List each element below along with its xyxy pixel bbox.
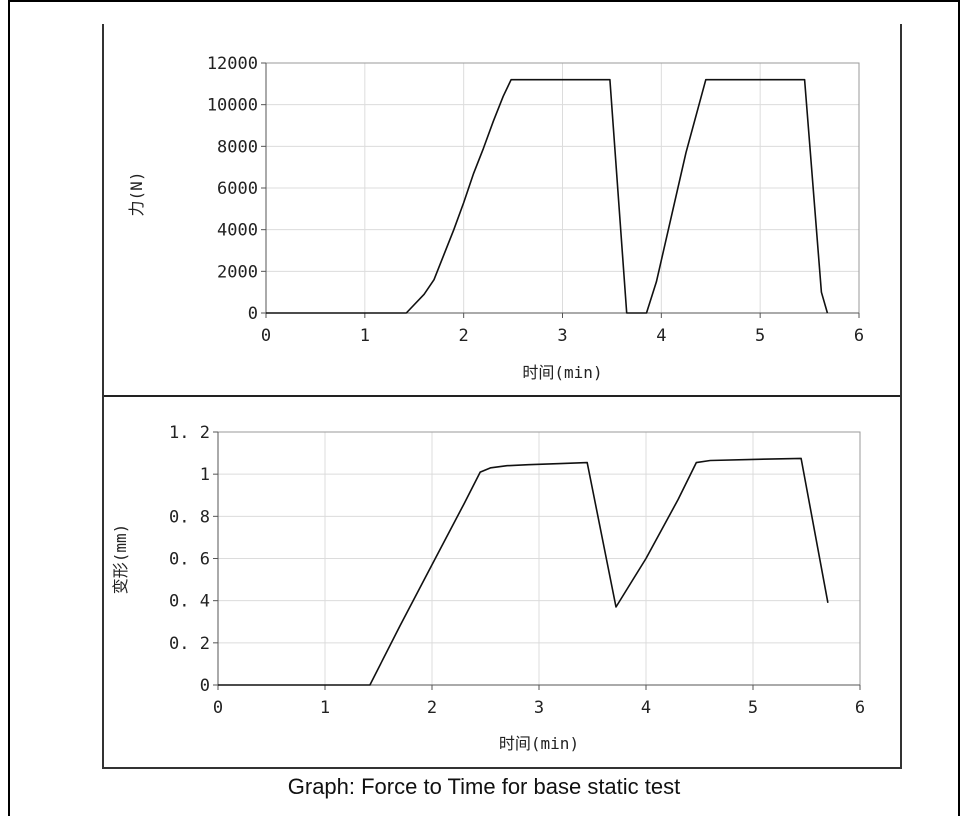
- y-tick-label: 2000: [217, 262, 258, 282]
- x-tick-label: 2: [459, 326, 469, 346]
- force-time-chart: 0 2000 4000 6000 8000 10000 12000 0 1 2 3 4 5 6 时间(min…: [127, 54, 864, 382]
- y-tick-label: 8000: [217, 137, 258, 157]
- x-tick-label: 4: [641, 698, 651, 718]
- y-tick-label: 1: [200, 465, 210, 485]
- y-tick-label: 0. 2: [169, 634, 210, 654]
- y-axis-label: 力(N): [127, 172, 146, 217]
- y-tick-label: 12000: [207, 54, 258, 74]
- x-tick-label: 0: [213, 698, 223, 718]
- x-tick-label: 6: [855, 698, 865, 718]
- series-line: [266, 78, 829, 314]
- x-tick-label: 4: [656, 326, 666, 346]
- x-tick-label: 5: [748, 698, 758, 718]
- y-tick-label: 4000: [217, 221, 258, 241]
- x-axis-label: 时间(min): [499, 734, 579, 753]
- x-tick-label: 3: [557, 326, 567, 346]
- y-tick-label: 0: [248, 304, 258, 324]
- y-tick-label: 0. 6: [169, 550, 210, 570]
- y-axis-label: 变形(mm): [111, 524, 130, 595]
- x-axis-label: 时间(min): [522, 363, 602, 382]
- panel-divider: [104, 395, 900, 397]
- figure-frame: 0 2000 4000 6000 8000 10000 12000 0 1 2 3 4 5 6 时间(min…: [8, 0, 960, 816]
- y-tick-label: 6000: [217, 179, 258, 199]
- figure-caption: Graph: Force to Time for base static tes…: [287, 774, 681, 799]
- series-line: [218, 457, 829, 686]
- x-tick-label: 0: [261, 326, 271, 346]
- y-tick-label: 1. 2: [169, 423, 210, 443]
- x-tick-label: 1: [320, 698, 330, 718]
- y-tick-label: 0. 8: [169, 507, 210, 527]
- x-tick-label: 6: [854, 326, 864, 346]
- deformation-time-chart: 0 0. 2 0. 4 0. 6 0. 8 1 1. 2 0 1 2 3 4 5 6 时间(min) 变形(m…: [111, 423, 865, 753]
- x-tick-label: 2: [427, 698, 437, 718]
- y-tick-label: 0: [200, 676, 210, 696]
- y-tick-label: 0. 4: [169, 592, 210, 612]
- x-tick-label: 3: [534, 698, 544, 718]
- x-tick-label: 1: [360, 326, 370, 346]
- y-tick-label: 10000: [207, 96, 258, 116]
- x-tick-label: 5: [755, 326, 765, 346]
- chart-panels: 0 2000 4000 6000 8000 10000 12000 0 1 2 3 4 5 6 时间(min…: [102, 24, 902, 769]
